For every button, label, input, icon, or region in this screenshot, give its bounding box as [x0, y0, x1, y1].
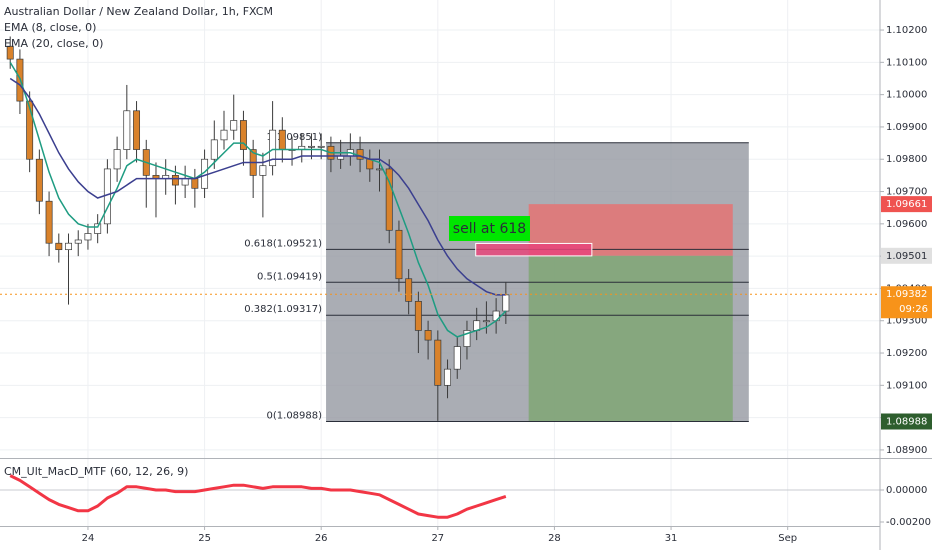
y-tick-label: 1.09200: [886, 348, 927, 359]
candle-body: [65, 242, 72, 251]
x-tick-label: 24: [82, 533, 95, 544]
candle-body: [502, 294, 510, 312]
target-zone: [528, 255, 733, 422]
y-tick-label: 1.08900: [886, 445, 927, 456]
candle-body: [123, 110, 131, 150]
candle-body: [376, 168, 383, 171]
annotation-box: [449, 216, 530, 241]
y-tick-label: 1.09600: [886, 219, 927, 230]
candle-body: [405, 278, 413, 302]
x-tick-label: 25: [198, 533, 211, 544]
legend-entry: EMA (8, close, 0): [4, 21, 96, 34]
candle-body: [444, 368, 451, 386]
price-badge: [881, 196, 932, 213]
y-tick-label: 0.00000: [886, 485, 927, 496]
y-tick-label: -0.00200: [886, 517, 931, 528]
price-badge-label: 1.08988: [886, 417, 927, 428]
candle-body: [395, 229, 403, 280]
candle-body: [356, 149, 364, 160]
candle-body: [269, 129, 277, 167]
chart-title: Australian Dollar / New Zealand Dollar, …: [4, 5, 273, 18]
candle-body: [35, 158, 43, 202]
candle-body: [424, 330, 432, 341]
ema-line: [9, 77, 506, 296]
candle-body: [191, 178, 199, 189]
last-price-label: 1.09382: [886, 289, 927, 300]
candle-body: [45, 200, 53, 244]
x-tick-label: Sep: [778, 533, 797, 544]
candle-body: [220, 129, 228, 141]
price-badge: [881, 247, 932, 264]
candle-body: [434, 339, 442, 386]
candle-body: [94, 223, 102, 234]
candle-body: [26, 100, 34, 160]
last-price-time: 09:26: [899, 304, 928, 315]
candle-body: [308, 145, 315, 148]
candle-body: [84, 233, 92, 241]
candle-body: [210, 139, 218, 160]
legend-entry: EMA (20, close, 0): [4, 37, 103, 50]
y-tick-label: 1.09700: [886, 187, 927, 198]
candle-body: [385, 168, 393, 231]
price-badge-label: 1.09501: [886, 251, 927, 262]
y-tick-label: 1.10100: [886, 57, 927, 68]
candle-body: [103, 168, 111, 225]
candle-body: [171, 175, 179, 186]
price-badge-label: 1.09661: [886, 199, 927, 210]
highlight-zone: [475, 242, 593, 257]
y-tick-label: 1.10000: [886, 90, 927, 101]
candle-body: [414, 300, 422, 331]
annotation: sell at 618: [453, 221, 526, 237]
candle-body: [239, 120, 247, 150]
fib-label: 0(1.08988): [267, 411, 323, 422]
candle-body: [113, 149, 121, 170]
y-tick-label: 1.09800: [886, 154, 927, 165]
candle-body: [74, 239, 82, 244]
fib-label: 0.618(1.09521): [244, 238, 322, 249]
fib-label: 1(1.09851): [267, 132, 323, 143]
x-tick-label: 31: [665, 533, 678, 544]
x-tick-label: 27: [431, 533, 444, 544]
fib-label: 0.382(1.09317): [244, 304, 322, 315]
x-tick-label: 26: [315, 533, 328, 544]
candle-body: [278, 129, 286, 150]
candle-body: [55, 242, 63, 251]
y-tick-label: 1.10200: [886, 25, 927, 36]
candle-body: [259, 165, 267, 176]
indicator-title: CM_Ult_MacD_MTF (60, 12, 26, 9): [4, 465, 188, 478]
macd-line: [9, 474, 507, 519]
candle-body: [453, 346, 461, 370]
candle-body: [230, 120, 238, 131]
ema-line: [9, 61, 507, 338]
candle-body: [317, 145, 325, 148]
y-tick-label: 1.09900: [886, 122, 927, 133]
candle-body: [6, 45, 14, 60]
legend: Australian Dollar / New Zealand Dollar, …: [4, 5, 273, 478]
fib-label: 0.5(1.09419): [257, 271, 322, 282]
candle-body: [181, 178, 189, 186]
price-badge: [881, 413, 932, 430]
candle-body: [463, 330, 471, 347]
candle-body: [482, 320, 490, 323]
y-tick-label: 1.09100: [886, 380, 927, 391]
x-tick-label: 28: [548, 533, 561, 544]
last-price-badge: [881, 286, 932, 319]
y-tick-label: 1.09300: [886, 316, 927, 327]
candle-body: [133, 110, 141, 150]
